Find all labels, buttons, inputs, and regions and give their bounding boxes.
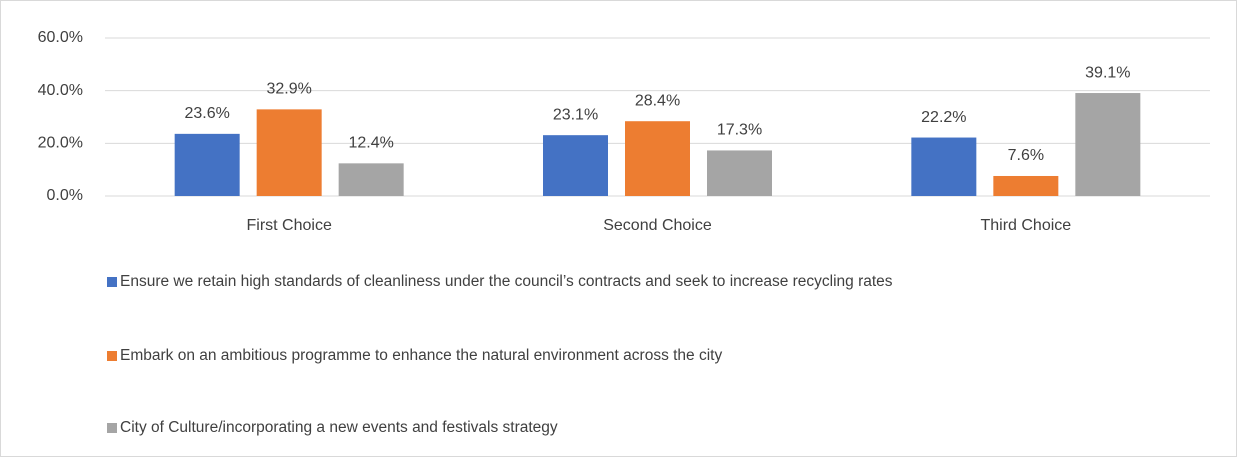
bar — [707, 150, 772, 196]
y-tick-label: 40.0% — [38, 82, 83, 99]
data-label: 28.4% — [635, 92, 680, 109]
legend-label: City of Culture/incorporating a new even… — [120, 419, 558, 436]
legend-label: Ensure we retain high standards of clean… — [120, 273, 893, 290]
bar — [911, 137, 977, 196]
bar — [174, 133, 240, 196]
bar — [625, 121, 690, 196]
bar — [256, 109, 322, 196]
bar — [543, 135, 608, 196]
y-tick-label: 60.0% — [38, 29, 83, 46]
legend-item: City of Culture/incorporating a new even… — [107, 414, 1167, 442]
legend-swatch — [107, 277, 117, 287]
bar — [338, 163, 404, 196]
legend-item: Embark on an ambitious programme to enha… — [107, 342, 1167, 370]
x-tick-label: First Choice — [246, 217, 331, 234]
data-label: 32.9% — [266, 81, 311, 98]
data-label: 23.1% — [553, 106, 598, 123]
y-tick-label: 0.0% — [47, 187, 83, 204]
bar — [993, 175, 1059, 196]
legend-label: Embark on an ambitious programme to enha… — [120, 347, 723, 364]
legend-swatch — [107, 423, 117, 433]
data-label: 39.1% — [1085, 64, 1130, 81]
data-label: 23.6% — [184, 105, 229, 122]
x-tick-label: Second Choice — [603, 217, 712, 234]
bar — [1075, 93, 1141, 196]
x-tick-label: Third Choice — [980, 217, 1071, 234]
data-label: 17.3% — [717, 122, 762, 139]
y-tick-label: 20.0% — [38, 135, 83, 152]
data-label: 12.4% — [348, 135, 393, 152]
data-label: 7.6% — [1008, 147, 1044, 164]
legend-swatch — [107, 351, 117, 361]
data-label: 22.2% — [921, 109, 966, 126]
legend-item: Ensure we retain high standards of clean… — [107, 268, 1167, 296]
